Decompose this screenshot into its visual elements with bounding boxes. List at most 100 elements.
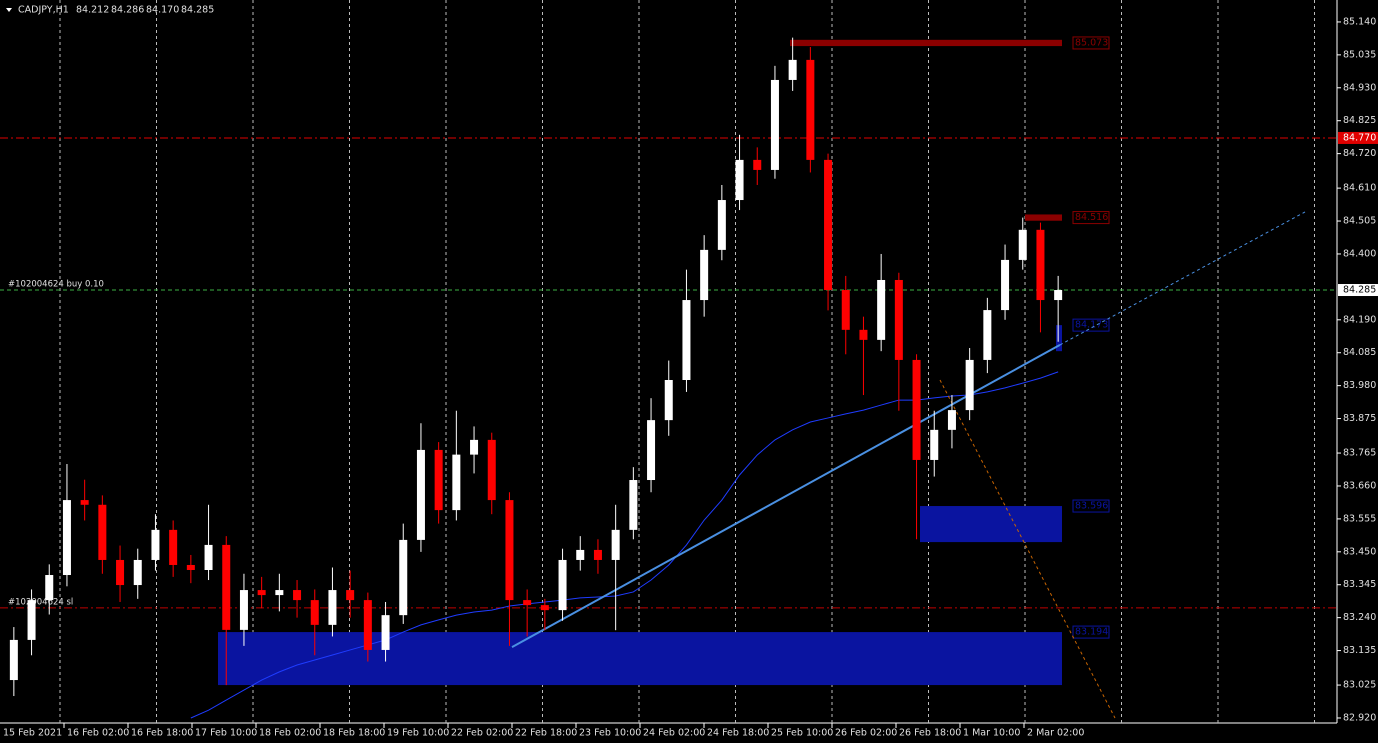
- candle-body: [27, 600, 36, 640]
- zone-label: 84.516: [1075, 212, 1108, 223]
- y-tick-label: 84.085: [1343, 347, 1376, 358]
- candle-body: [523, 600, 532, 606]
- zone-label: 83.596: [1075, 501, 1108, 512]
- order-price-label: 84.285: [1343, 285, 1376, 296]
- candle-body: [664, 379, 673, 421]
- candle-body: [416, 449, 425, 540]
- y-tick-label: 82.920: [1343, 712, 1376, 723]
- candle-body: [45, 575, 54, 601]
- candle-body: [841, 290, 850, 330]
- trend-line: [1059, 211, 1306, 346]
- candle-body: [540, 605, 549, 611]
- zone-label-box: [1072, 36, 1110, 50]
- y-tick-label: 84.825: [1343, 115, 1376, 126]
- candle-body: [894, 279, 903, 360]
- zone-label-box: [1072, 211, 1110, 225]
- candle-body: [328, 590, 337, 625]
- candle-body: [470, 439, 479, 455]
- candle-body: [983, 310, 992, 360]
- candle-body: [98, 504, 107, 560]
- y-tick-label: 83.980: [1343, 380, 1376, 391]
- x-tick-label: 25 Feb 10:00: [771, 728, 833, 739]
- candle-body: [788, 59, 797, 80]
- order-label: #102004624 sl: [8, 597, 73, 607]
- candle-body: [169, 529, 178, 565]
- x-tick-label: 2 Mar 02:00: [1027, 728, 1084, 739]
- candle-body: [1001, 259, 1010, 311]
- x-tick-label: 16 Feb 18:00: [131, 728, 193, 739]
- candle-body: [770, 79, 779, 170]
- x-tick-label: 24 Feb 18:00: [707, 728, 769, 739]
- zone: [790, 39, 1062, 47]
- order-label: #102004624 buy 0.10: [8, 280, 104, 290]
- candle-body: [717, 200, 726, 250]
- candle-body: [346, 590, 355, 601]
- candle-body: [275, 590, 284, 596]
- x-tick-label: 15 Feb 2021: [3, 728, 62, 739]
- candle-body: [877, 279, 886, 340]
- y-tick-label: 85.140: [1343, 16, 1376, 27]
- candle-body: [116, 559, 125, 586]
- zone-label: 84.173: [1075, 320, 1108, 331]
- symbol: CADJPY,H1: [18, 5, 69, 16]
- candle-body: [381, 615, 390, 650]
- y-tick-label: 83.135: [1343, 645, 1376, 656]
- x-tick-label: 23 Feb 10:00: [579, 728, 641, 739]
- quote-low: 84.170: [146, 5, 179, 16]
- order-price-box: [1338, 284, 1378, 297]
- candle-body: [629, 480, 638, 530]
- y-tick-label: 83.875: [1343, 413, 1376, 424]
- y-tick-label: 84.720: [1343, 148, 1376, 159]
- candle-body: [965, 359, 974, 411]
- price-level-label: 84.770: [1343, 132, 1376, 143]
- x-tick-label: 22 Feb 02:00: [451, 728, 513, 739]
- candle-body: [647, 420, 656, 481]
- zone-label-box: [1072, 318, 1110, 332]
- candle-body: [824, 159, 833, 291]
- x-tick-label: 18 Feb 18:00: [323, 728, 385, 739]
- candle-body: [239, 590, 248, 630]
- x-tick-label: 18 Feb 02:00: [259, 728, 321, 739]
- candle-body: [1036, 229, 1045, 301]
- y-tick-label: 83.025: [1343, 680, 1376, 691]
- symbol-menu-arrow[interactable]: [6, 8, 12, 12]
- candle-body: [947, 410, 956, 430]
- zone: [920, 506, 1062, 543]
- candle-body: [434, 449, 443, 511]
- candle-body: [593, 549, 602, 560]
- candle-body: [452, 454, 461, 511]
- candle-body: [9, 639, 18, 681]
- y-tick-label: 84.930: [1343, 82, 1376, 93]
- candle-body: [700, 249, 709, 301]
- candle-body: [399, 539, 408, 616]
- candle-body: [204, 544, 213, 570]
- x-tick-label: 19 Feb 10:00: [387, 728, 449, 739]
- zone-label-box: [1072, 499, 1110, 513]
- x-tick-label: 17 Feb 10:00: [195, 728, 257, 739]
- candle-body: [1054, 290, 1063, 301]
- price-level-box: [1338, 131, 1378, 144]
- x-tick-label: 24 Feb 02:00: [643, 728, 705, 739]
- candle-body: [133, 559, 142, 586]
- quote-high: 84.286: [111, 5, 144, 16]
- zone-label: 83.194: [1075, 627, 1108, 638]
- zone: [1056, 325, 1062, 352]
- candle-body: [186, 564, 195, 570]
- y-tick-label: 83.450: [1343, 546, 1376, 557]
- zone: [1025, 214, 1062, 221]
- candle-body: [1018, 229, 1027, 260]
- zone-label-box: [1072, 625, 1110, 639]
- quote-close: 84.285: [181, 5, 214, 16]
- x-tick-label: 1 Mar 10:00: [963, 728, 1020, 739]
- x-tick-label: 16 Feb 02:00: [67, 728, 129, 739]
- zone-label: 85.073: [1075, 37, 1108, 48]
- y-tick-label: 85.035: [1343, 49, 1376, 60]
- x-tick-label: 26 Feb 18:00: [899, 728, 961, 739]
- zone: [218, 632, 1062, 686]
- y-tick-label: 84.400: [1343, 248, 1376, 259]
- y-tick-label: 83.345: [1343, 579, 1376, 590]
- candle-body: [806, 59, 815, 160]
- candle-body: [293, 590, 302, 601]
